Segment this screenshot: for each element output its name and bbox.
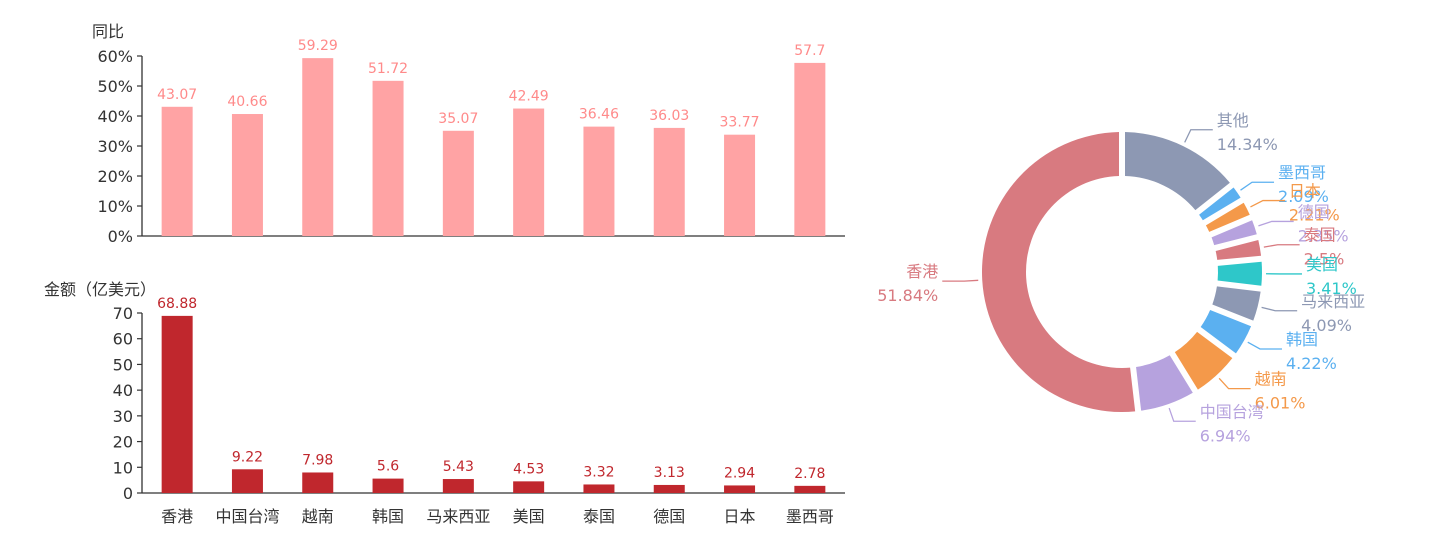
donut-leader-line	[1248, 342, 1282, 349]
donut-slice-name: 墨西哥	[1278, 163, 1326, 182]
donut-slice-percent: 4.22%	[1286, 354, 1337, 373]
bar	[162, 107, 193, 236]
bar	[373, 479, 404, 493]
bar-data-label: 51.72	[368, 61, 408, 77]
donut-slice-percent: 6.94%	[1200, 426, 1251, 445]
bar-data-label: 7.98	[302, 452, 333, 468]
yoy-bar-chart: 同比 0% 10% 20% 30% 40% 50% 60% 43.07 40.66 59.29 51.…	[92, 22, 845, 246]
bar-data-label: 43.07	[157, 87, 197, 103]
bar	[583, 484, 614, 493]
donut-leader-line	[1241, 182, 1275, 190]
x-category-label: 韩国	[372, 507, 404, 526]
y-tick-label: 20%	[97, 167, 133, 186]
bar-data-label: 40.66	[227, 94, 267, 110]
y-tick-label: 70	[113, 304, 133, 323]
bar-data-label: 2.94	[724, 465, 755, 481]
y-tick-label: 30%	[97, 137, 133, 156]
bar	[794, 63, 825, 236]
bar	[654, 485, 685, 493]
bar	[232, 114, 263, 236]
donut-slice-name: 其他	[1217, 111, 1249, 130]
bar-data-label: 59.29	[298, 38, 338, 54]
donut-slice-name: 日本	[1289, 182, 1321, 201]
bar	[513, 481, 544, 493]
y-tick-label: 40	[113, 381, 133, 400]
donut-slice-name: 韩国	[1286, 330, 1318, 349]
y-tick-label: 10%	[97, 197, 133, 216]
y-tick-label: 0%	[108, 227, 133, 246]
y-axis-title: 金额（亿美元）	[44, 280, 156, 299]
bar-data-label: 5.43	[443, 459, 474, 475]
donut-slice-name: 香港	[906, 262, 938, 281]
bar-data-label: 2.78	[794, 466, 825, 482]
y-tick-label: 50	[113, 355, 133, 374]
bar	[654, 128, 685, 236]
bar	[162, 316, 193, 493]
donut-slice-name: 中国台湾	[1200, 402, 1264, 421]
donut-slice-name: 德国	[1298, 202, 1330, 221]
bar	[302, 472, 333, 493]
donut-slice-name: 越南	[1255, 370, 1287, 389]
y-tick-label: 0	[123, 484, 133, 503]
x-category-label: 美国	[513, 507, 545, 526]
donut-slice	[1125, 132, 1230, 210]
bar-data-label: 5.6	[377, 459, 399, 475]
bar-data-label: 36.03	[649, 108, 689, 124]
donut-leader-line	[1264, 245, 1300, 247]
bar-data-label: 3.13	[654, 465, 685, 481]
bar	[513, 109, 544, 236]
donut-leader-line	[1185, 130, 1213, 143]
bar-data-label: 33.77	[720, 115, 760, 131]
bar	[302, 58, 333, 236]
bar-data-label: 42.49	[509, 89, 549, 105]
donut-leader-line	[1169, 408, 1196, 421]
y-tick-label: 60	[113, 330, 133, 349]
bar	[443, 131, 474, 236]
donut-leader-line	[942, 280, 978, 281]
bar-data-label: 36.46	[579, 107, 619, 123]
y-tick-label: 20	[113, 433, 133, 452]
bar	[724, 135, 755, 236]
donut-slice-percent: 14.34%	[1217, 135, 1278, 154]
bar-data-label: 9.22	[232, 449, 263, 465]
bar	[794, 486, 825, 493]
bar	[583, 127, 614, 236]
x-category-label: 中国台湾	[215, 507, 279, 526]
donut-slice-name: 马来西亚	[1301, 292, 1365, 311]
bar-data-label: 4.53	[513, 461, 544, 477]
bar-data-label: 68.88	[157, 296, 197, 312]
y-tick-label: 50%	[97, 77, 133, 96]
y-tick-label: 30	[113, 407, 133, 426]
donut-slice-percent: 51.84%	[877, 286, 938, 305]
donut-slice	[982, 132, 1135, 412]
donut-slice	[1218, 262, 1262, 286]
y-tick-label: 40%	[97, 107, 133, 126]
x-category-label: 香港	[161, 507, 193, 526]
x-category-label: 马来西亚	[426, 507, 490, 526]
y-tick-label: 10	[113, 458, 133, 477]
donut-leader-line	[1262, 307, 1298, 310]
share-donut-chart: 其他14.34%墨西哥2.09%日本2.21%德国2.35%泰国2.5%美国3.…	[877, 111, 1365, 446]
bar-data-label: 35.07	[438, 111, 478, 127]
y-tick-label: 60%	[97, 47, 133, 66]
donut-slice-name: 泰国	[1304, 226, 1336, 245]
x-category-label: 墨西哥	[786, 507, 834, 526]
amount-bar-chart: 金额（亿美元） 0 10 20 30 40 50 60 70 68.88 9.22 7.98 5.6 5.…	[44, 280, 845, 526]
bar	[724, 485, 755, 493]
x-category-label: 德国	[653, 507, 685, 526]
x-category-label: 越南	[302, 507, 334, 526]
y-axis-title: 同比	[92, 22, 124, 41]
x-category-label: 泰国	[583, 507, 615, 526]
bar	[232, 469, 263, 493]
bar-data-label: 57.7	[794, 43, 825, 59]
bar	[373, 81, 404, 236]
x-category-label: 日本	[724, 507, 756, 526]
donut-leader-line	[1219, 378, 1250, 388]
bar	[443, 479, 474, 493]
donut-slice-name: 美国	[1306, 255, 1338, 274]
bar-data-label: 3.32	[583, 464, 614, 480]
